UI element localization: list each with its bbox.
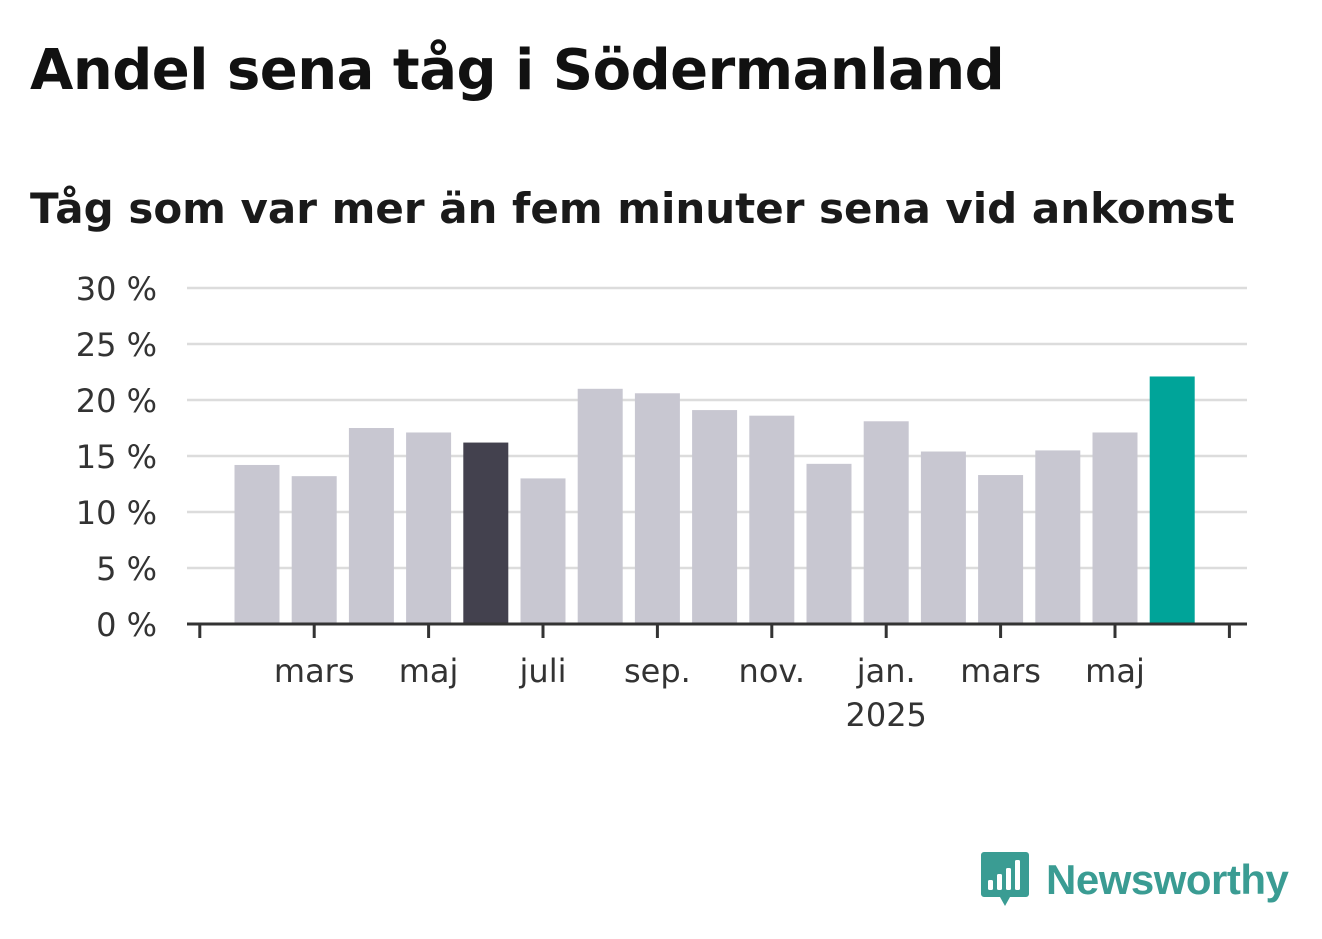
x-axis-labels: mars maj juli sep. nov. jan. 2025 mars maj <box>274 652 1145 734</box>
x-tick-label: nov. <box>739 652 805 690</box>
x-tick-label: jan. <box>856 652 916 690</box>
brand-logo: Newsworthy <box>980 850 1289 910</box>
bar-2024-08 <box>577 388 623 624</box>
bar-2025-04 <box>1035 450 1081 624</box>
x-tick-label: maj <box>1085 652 1145 690</box>
y-tick-label: 20 % <box>76 382 157 420</box>
x-tick-label: sep. <box>624 652 691 690</box>
y-axis-labels: 0 % 5 % 10 % 15 % 20 % 25 % 30 % <box>76 270 157 644</box>
bar-2025-02 <box>920 451 966 624</box>
x-tick-label: mars <box>274 652 355 690</box>
x-tick-label: juli <box>519 652 567 690</box>
bar-2025-03 <box>978 475 1024 624</box>
bar-2024-05 <box>406 432 452 624</box>
bar-2024-06 <box>463 442 509 624</box>
y-tick-label: 0 % <box>96 606 157 644</box>
chart-subtitle: Tåg som var mer än fem minuter sena vid … <box>30 184 1235 233</box>
bar-2024-07 <box>520 478 566 624</box>
y-tick-label: 15 % <box>76 438 157 476</box>
brand-name: Newsworthy <box>1046 856 1289 903</box>
bar-2024-09 <box>634 393 680 624</box>
bar-2025-01 <box>863 421 909 624</box>
chart-title: Andel sena tåg i Södermanland <box>30 38 1005 103</box>
y-tick-label: 10 % <box>76 494 157 532</box>
bar-2024-12 <box>806 463 852 624</box>
y-tick-label: 25 % <box>76 326 157 364</box>
bar-2025-06 <box>1149 376 1195 624</box>
y-tick-label: 30 % <box>76 270 157 308</box>
bar-2025-05 <box>1092 432 1138 624</box>
y-tick-label: 5 % <box>96 550 157 588</box>
bar-2024-10 <box>692 410 738 624</box>
x-tick-sublabel: 2025 <box>845 696 926 734</box>
x-axis <box>187 622 1247 638</box>
bars <box>234 376 1195 624</box>
newsworthy-logo-icon <box>981 852 1029 906</box>
bar-2024-04 <box>348 428 394 624</box>
x-tick-label: maj <box>399 652 459 690</box>
bar-2024-03 <box>291 476 337 624</box>
bar-2024-02 <box>234 464 280 624</box>
x-tick-label: mars <box>960 652 1041 690</box>
bar-2024-11 <box>749 415 795 624</box>
